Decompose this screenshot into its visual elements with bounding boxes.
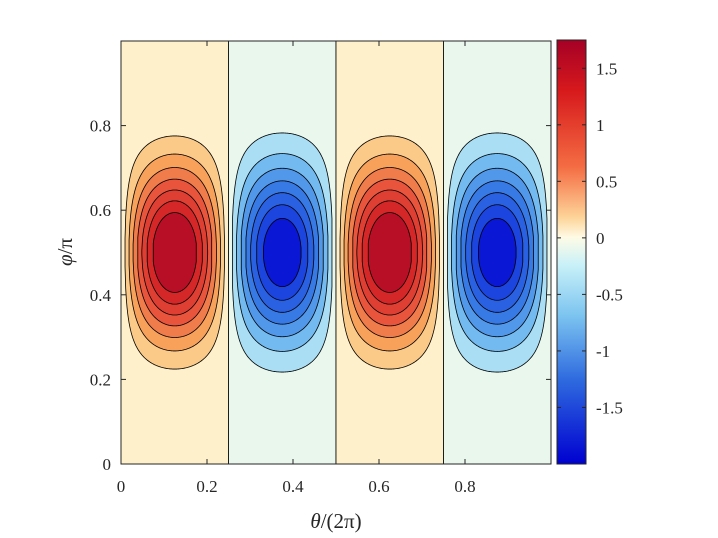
x-axis-label: θ/(2π) (310, 509, 361, 533)
colorbar-tick-label: -0.5 (596, 285, 623, 304)
colorbar-tick-label: 1 (596, 116, 605, 135)
y-ticks: 0 0.2 0.4 0.6 0.8 (90, 117, 551, 474)
y-axis-label: φ/π (53, 238, 77, 266)
contour-lobe (335, 41, 444, 464)
colorbar: 1.5 1 0.5 0 -0.5 -1 -1.5 (556, 39, 623, 465)
contour-lobe (443, 41, 551, 464)
colorbar-ticks: 1.5 1 0.5 0 -0.5 -1 -1.5 (557, 59, 623, 417)
contour-band (478, 217, 517, 288)
x-tick-label: 0.8 (454, 477, 475, 496)
colorbar-tick-label: -1 (596, 342, 610, 361)
contour-band (263, 217, 302, 288)
plot-frame (120, 40, 552, 465)
contour-bands (121, 41, 551, 464)
y-tick-label: 0.6 (90, 201, 111, 220)
contour-band (367, 212, 412, 293)
y-tick-label: 0.8 (90, 117, 111, 136)
x-tick-label: 0.6 (368, 477, 389, 496)
plot-area: 0 0.2 0.4 0.6 0.8 0 0.2 0.4 0.6 0.8 (90, 40, 552, 496)
colorbar-tick-label: -1.5 (596, 398, 623, 417)
contour-lobe (121, 41, 229, 464)
y-tick-label: 0.4 (90, 286, 112, 305)
x-tick-label: 0.4 (282, 477, 304, 496)
colorbar-tick-label: 0 (596, 229, 605, 248)
x-tick-label: 0 (117, 477, 126, 496)
x-ticks: 0 0.2 0.4 0.6 0.8 (117, 41, 476, 496)
contour-lobe (228, 41, 337, 464)
colorbar-tick-label: 0.5 (596, 172, 617, 191)
colorbar-tick-label: 1.5 (596, 59, 617, 78)
y-tick-label: 0.2 (90, 370, 111, 389)
y-tick-label: 0 (103, 455, 112, 474)
contour-band (152, 212, 197, 293)
colorbar-gradient (556, 39, 587, 465)
x-tick-label: 0.2 (196, 477, 217, 496)
